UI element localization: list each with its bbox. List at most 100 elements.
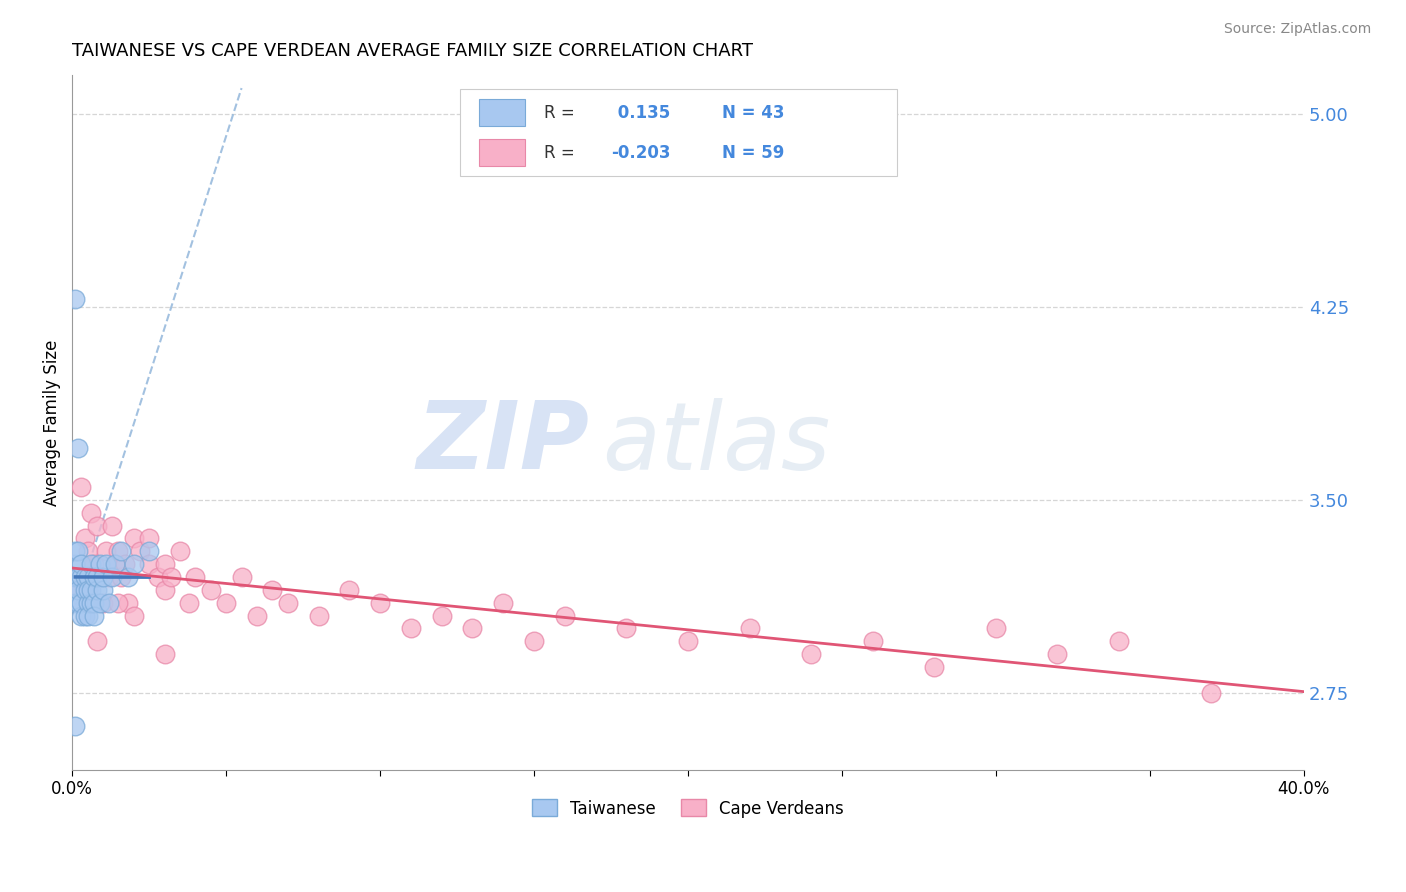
- Point: [73, 532, 96, 546]
- Point: [337, 582, 360, 597]
- Legend: Taiwanese, Cape Verdeans: Taiwanese, Cape Verdeans: [526, 793, 851, 824]
- Point: [122, 532, 145, 546]
- Point: [70, 570, 93, 584]
- Point: [676, 634, 699, 648]
- Point: [65, 544, 87, 558]
- Point: [94, 557, 117, 571]
- Point: [83, 596, 105, 610]
- Y-axis label: Average Family Size: Average Family Size: [44, 340, 60, 506]
- Point: [86, 570, 108, 584]
- Point: [430, 608, 453, 623]
- Point: [277, 596, 299, 610]
- Point: [70, 596, 93, 610]
- Text: Source: ZipAtlas.com: Source: ZipAtlas.com: [1223, 22, 1371, 37]
- Point: [70, 557, 93, 571]
- Point: [67, 570, 90, 584]
- Point: [67, 582, 90, 597]
- Point: [1108, 634, 1130, 648]
- Point: [492, 596, 515, 610]
- Point: [101, 518, 124, 533]
- Point: [159, 570, 181, 584]
- Point: [65, 570, 87, 584]
- Point: [129, 544, 152, 558]
- Point: [122, 557, 145, 571]
- Point: [554, 608, 576, 623]
- Point: [138, 532, 160, 546]
- Text: -0.203: -0.203: [612, 144, 671, 161]
- Point: [104, 557, 127, 571]
- Point: [89, 557, 111, 571]
- Point: [122, 608, 145, 623]
- FancyBboxPatch shape: [478, 139, 526, 166]
- Point: [148, 570, 170, 584]
- Point: [91, 570, 114, 584]
- Point: [101, 570, 124, 584]
- Point: [89, 596, 111, 610]
- Point: [169, 544, 191, 558]
- Point: [153, 647, 176, 661]
- Point: [89, 570, 111, 584]
- Point: [86, 582, 108, 597]
- Point: [117, 596, 139, 610]
- Point: [922, 660, 945, 674]
- Point: [1046, 647, 1069, 661]
- Text: N = 43: N = 43: [723, 103, 785, 121]
- Point: [461, 622, 484, 636]
- Point: [65, 719, 87, 733]
- Point: [76, 608, 98, 623]
- Point: [86, 634, 108, 648]
- Point: [65, 582, 87, 597]
- Point: [184, 570, 207, 584]
- Point: [110, 544, 132, 558]
- Point: [179, 596, 201, 610]
- Point: [153, 582, 176, 597]
- Point: [110, 570, 132, 584]
- Point: [984, 622, 1007, 636]
- Point: [65, 570, 87, 584]
- Point: [862, 634, 884, 648]
- Point: [153, 557, 176, 571]
- Text: R =: R =: [544, 103, 579, 121]
- Point: [67, 442, 90, 456]
- Point: [368, 596, 391, 610]
- Point: [98, 596, 121, 610]
- Point: [65, 557, 87, 571]
- Point: [138, 557, 160, 571]
- Point: [65, 596, 87, 610]
- Point: [80, 557, 103, 571]
- Point: [83, 570, 105, 584]
- Point: [73, 608, 96, 623]
- Point: [200, 582, 222, 597]
- Point: [65, 292, 87, 306]
- Text: ZIP: ZIP: [416, 398, 589, 490]
- Point: [86, 518, 108, 533]
- Point: [114, 557, 136, 571]
- Text: TAIWANESE VS CAPE VERDEAN AVERAGE FAMILY SIZE CORRELATION CHART: TAIWANESE VS CAPE VERDEAN AVERAGE FAMILY…: [72, 42, 754, 60]
- Point: [262, 582, 284, 597]
- Point: [308, 608, 330, 623]
- Text: N = 59: N = 59: [723, 144, 785, 161]
- Point: [98, 570, 121, 584]
- Point: [76, 570, 98, 584]
- Text: 0.135: 0.135: [612, 103, 669, 121]
- Text: atlas: atlas: [602, 398, 830, 489]
- Point: [83, 608, 105, 623]
- Point: [76, 544, 98, 558]
- Point: [104, 557, 127, 571]
- Point: [107, 596, 129, 610]
- Point: [80, 596, 103, 610]
- Point: [616, 622, 638, 636]
- Point: [399, 622, 422, 636]
- Point: [67, 544, 90, 558]
- Point: [70, 480, 93, 494]
- Point: [246, 608, 269, 623]
- Point: [91, 596, 114, 610]
- Point: [76, 582, 98, 597]
- Point: [67, 582, 90, 597]
- Point: [76, 596, 98, 610]
- Point: [738, 622, 761, 636]
- Point: [107, 544, 129, 558]
- Point: [138, 544, 160, 558]
- Point: [73, 582, 96, 597]
- Point: [117, 570, 139, 584]
